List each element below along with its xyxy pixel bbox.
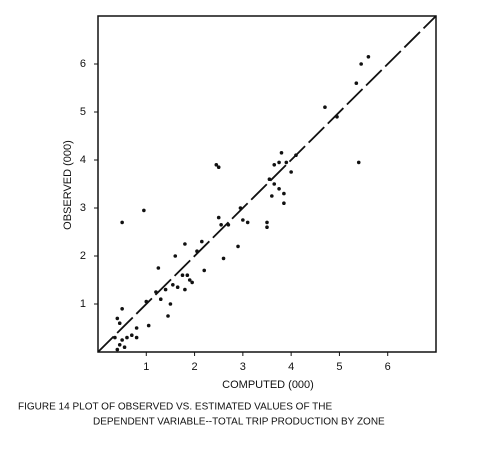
y-tick-label: 4 [80, 154, 86, 166]
point [122, 345, 127, 350]
point [187, 278, 192, 282]
point [323, 105, 327, 109]
point [171, 283, 175, 287]
point [200, 239, 204, 244]
point [120, 338, 124, 342]
point [335, 115, 339, 119]
point [142, 208, 146, 213]
y-tick-label: 1 [80, 298, 86, 310]
point [190, 280, 194, 285]
caption-line: FIGURE 14 PLOT OF OBSERVED VS. ESTIMATED… [18, 402, 332, 413]
caption-line: DEPENDENT VARIABLE--TOTAL TRIP PRODUCTIO… [93, 417, 385, 428]
y-axis-label: OBSERVED (000) [62, 140, 74, 230]
point [219, 223, 223, 227]
point [175, 285, 180, 290]
point [214, 163, 219, 167]
point [282, 201, 286, 205]
point [154, 290, 158, 294]
point [289, 170, 293, 174]
point [120, 220, 124, 225]
point [226, 223, 231, 227]
point [359, 62, 363, 66]
point [245, 220, 250, 225]
point [134, 326, 139, 330]
y-tick-label: 2 [80, 250, 86, 262]
point [130, 333, 134, 338]
x-tick-label: 5 [336, 361, 342, 373]
point [125, 335, 129, 340]
point [166, 314, 170, 318]
point [183, 287, 187, 292]
point [117, 321, 122, 326]
y-tick-label: 5 [80, 106, 86, 118]
point [173, 254, 178, 258]
plot-frame [97, 15, 437, 353]
point [279, 151, 284, 155]
point [282, 191, 286, 196]
point [265, 225, 269, 229]
point [115, 347, 120, 352]
point [120, 307, 124, 311]
point [115, 316, 120, 321]
point [185, 273, 190, 278]
point [146, 323, 151, 328]
point [366, 55, 371, 59]
point [183, 242, 187, 246]
point [277, 187, 281, 191]
point [277, 160, 281, 165]
point [144, 299, 149, 304]
point [195, 249, 199, 253]
point [221, 256, 226, 261]
x-tick-label: 6 [385, 361, 391, 373]
point [202, 268, 207, 273]
point [265, 220, 269, 225]
point [267, 177, 272, 181]
point [156, 266, 161, 270]
point [168, 302, 173, 306]
point [117, 343, 122, 347]
y-tick-label: 3 [80, 202, 86, 214]
point [270, 194, 274, 198]
x-tick-label: 1 [143, 361, 149, 373]
point [272, 163, 277, 167]
equality-line [97, 15, 437, 353]
point [284, 160, 289, 165]
point [158, 297, 163, 302]
x-tick-label: 2 [192, 361, 198, 373]
point [216, 215, 221, 220]
x-tick-label: 4 [288, 361, 294, 373]
point [113, 335, 117, 340]
point [241, 218, 245, 222]
y-tick-label: 6 [80, 58, 86, 70]
point [134, 335, 139, 340]
point [238, 206, 243, 210]
x-axis-label: COMPUTED (000) [222, 379, 314, 391]
point [272, 182, 277, 186]
point [236, 244, 240, 249]
point [180, 273, 185, 278]
point [163, 287, 168, 292]
point [294, 153, 298, 157]
point [356, 160, 361, 165]
point [354, 81, 359, 85]
x-tick-label: 3 [240, 361, 246, 373]
point [216, 165, 221, 169]
